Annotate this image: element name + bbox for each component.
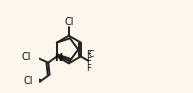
- Text: F: F: [86, 64, 91, 73]
- Text: Cl: Cl: [64, 17, 74, 27]
- Text: Cl: Cl: [22, 52, 31, 62]
- Text: Cl: Cl: [24, 76, 33, 86]
- Text: N: N: [54, 53, 62, 63]
- Text: C: C: [88, 50, 94, 59]
- Text: F: F: [86, 50, 91, 59]
- Text: F: F: [86, 57, 91, 66]
